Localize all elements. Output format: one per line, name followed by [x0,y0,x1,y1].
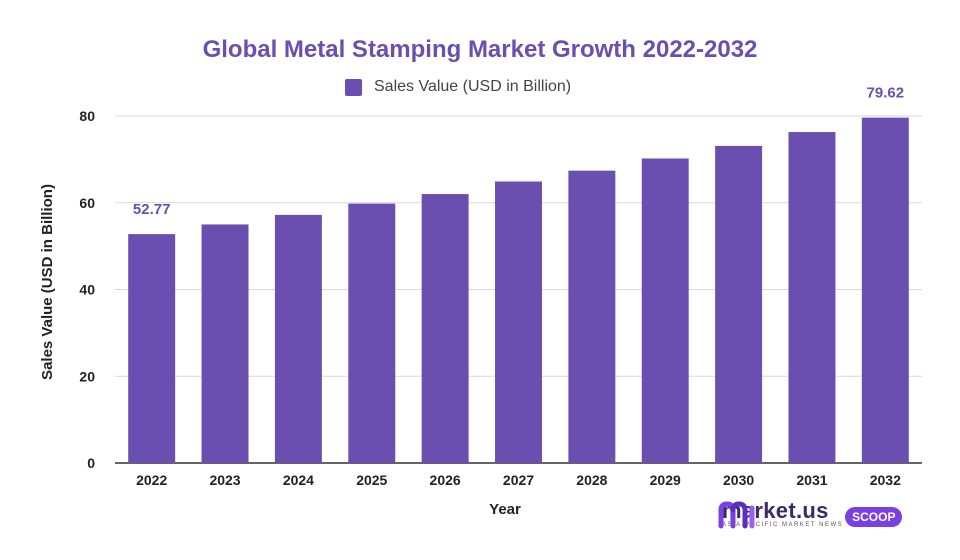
y-axis-title: Sales Value (USD in Billion) [39,184,56,380]
market-us-logo-icon [718,501,755,529]
x-tick-label: 2030 [723,472,754,488]
data-label: 79.62 [867,85,905,102]
x-tick-label: 2024 [283,472,314,488]
legend-label: Sales Value (USD in Billion) [374,78,572,95]
y-tick-label: 40 [79,282,95,298]
x-tick-label: 2031 [796,472,827,488]
x-axis-title: Year [489,501,521,518]
bar [274,214,322,463]
chart-title: Global Metal Stamping Market Growth 2022… [202,36,758,63]
y-tick-label: 80 [79,108,95,124]
bar [128,234,176,463]
bar [861,117,909,463]
x-tick-label: 2028 [576,472,607,488]
x-tick-label: 2022 [136,472,167,488]
y-tick-label: 0 [87,455,95,471]
chart-legend: Sales Value (USD in Billion) [345,78,571,96]
bar [715,145,763,463]
bar [641,158,689,463]
data-label: 52.77 [133,201,171,218]
brand-tagline: ASIA-PACIFIC MARKET NEWS [722,522,844,528]
y-tick-label: 20 [79,368,95,384]
bar [348,203,396,463]
market-us-logo: market.us ASIA-PACIFIC MARKET NEWS SCOOP [718,498,903,529]
x-tick-label: 2027 [503,472,534,488]
x-tick-label: 2025 [356,472,387,488]
bar [568,170,616,463]
bar [201,224,249,463]
bar [421,194,469,463]
x-tick-label: 2032 [870,472,901,488]
bar [788,132,836,463]
x-tick-label: 2026 [430,472,461,488]
y-tick-label: 60 [79,195,95,211]
legend-swatch [345,78,362,96]
brand-badge: SCOOP [845,507,903,527]
x-tick-label: 2023 [209,472,240,488]
bar [495,181,542,463]
x-tick-label: 2029 [650,472,681,488]
brand-name: market.us [722,498,829,523]
